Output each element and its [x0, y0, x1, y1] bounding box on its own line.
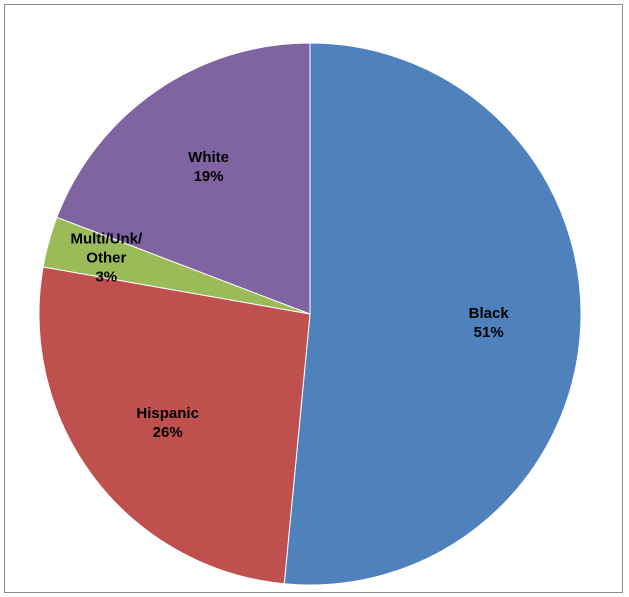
data-label-hispanic: Hispanic 26% [136, 405, 199, 441]
pie-slice-white [56, 42, 311, 315]
data-label-multi-unk-other: Multi/Unk/Other 3% [70, 231, 142, 286]
data-label-black: Black 51% [469, 305, 510, 341]
pie-slice-hispanic [38, 266, 311, 585]
pie-slice-black [283, 42, 582, 586]
data-label-white: White 19% [188, 149, 229, 185]
